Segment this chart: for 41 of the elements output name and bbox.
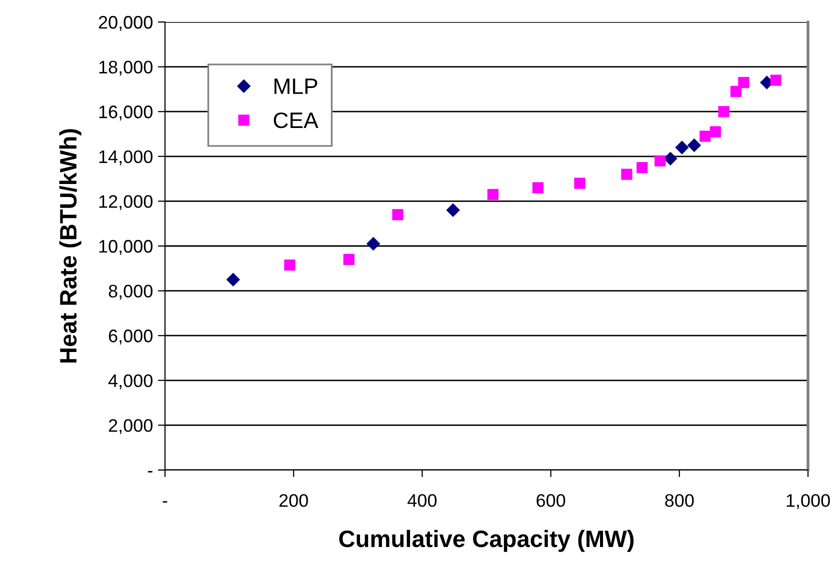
y-tick-label: 4,000 bbox=[108, 374, 152, 390]
x-tick-label: 400 bbox=[408, 494, 437, 507]
point bbox=[675, 140, 689, 154]
point bbox=[284, 259, 296, 271]
point bbox=[574, 178, 586, 189]
point bbox=[664, 152, 678, 166]
point bbox=[718, 106, 730, 118]
point bbox=[636, 162, 648, 174]
legend-label: CEA bbox=[274, 112, 318, 128]
x-axis-title: Cumulative Capacity (MW) bbox=[339, 530, 634, 552]
y-tick-label: 18,000 bbox=[99, 60, 152, 76]
x-tick-label: 600 bbox=[536, 494, 566, 507]
point bbox=[654, 155, 666, 166]
point bbox=[730, 86, 742, 97]
x-tick-label: 800 bbox=[665, 494, 694, 507]
point bbox=[446, 203, 460, 218]
y-tick-label: 6,000 bbox=[108, 330, 152, 344]
point bbox=[392, 209, 404, 220]
y-tick-label: 20,000 bbox=[98, 16, 152, 31]
point bbox=[770, 74, 782, 86]
point bbox=[532, 182, 544, 194]
point bbox=[487, 188, 498, 200]
y-tick-label: 10,000 bbox=[99, 240, 152, 255]
y-tick-label: 12,000 bbox=[99, 195, 152, 210]
point bbox=[738, 76, 750, 88]
y-tick-label: 14,000 bbox=[99, 150, 152, 166]
y-tick-label: 2,000 bbox=[108, 419, 152, 434]
y-tick-label: - bbox=[148, 471, 152, 472]
y-axis-title: Heat Rate (BTU/kWh) bbox=[59, 129, 82, 362]
point bbox=[343, 254, 354, 265]
point bbox=[710, 126, 721, 138]
x-tick-label: 200 bbox=[279, 494, 308, 507]
legend-label: MLP bbox=[274, 78, 318, 94]
point bbox=[226, 272, 240, 286]
y-tick-label: 16,000 bbox=[99, 106, 152, 120]
y-tick-label: 8,000 bbox=[108, 284, 152, 300]
x-tick-label: 1,000 bbox=[786, 494, 830, 510]
point bbox=[687, 138, 702, 152]
point bbox=[700, 130, 711, 142]
point bbox=[621, 168, 632, 180]
point bbox=[366, 236, 380, 251]
